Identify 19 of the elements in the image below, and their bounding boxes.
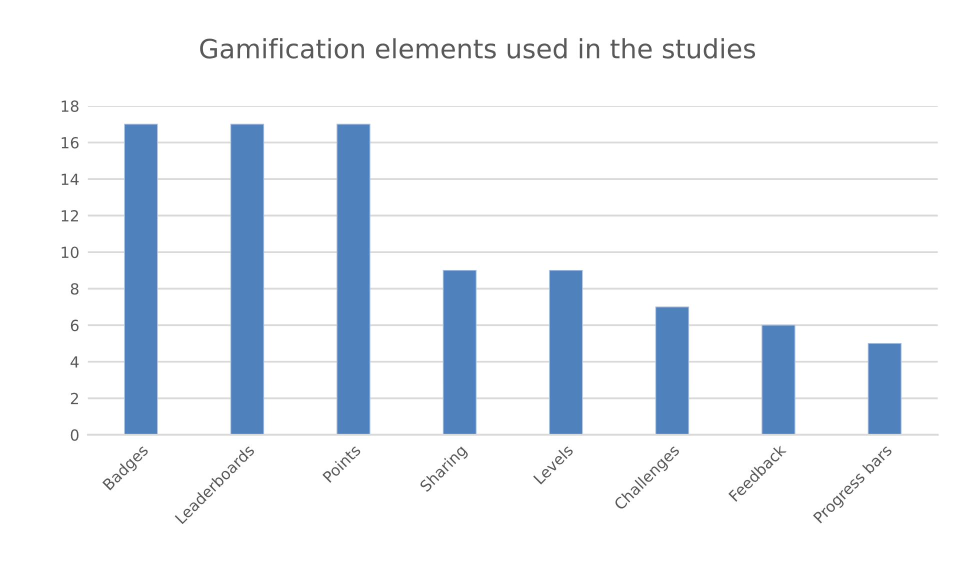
- bar: [549, 270, 583, 435]
- bar: [868, 343, 902, 435]
- y-tick-label: 12: [62, 210, 78, 222]
- y-tick-label: 18: [62, 100, 78, 112]
- bar: [655, 306, 690, 435]
- bar: [124, 124, 158, 435]
- y-tick-label: 14: [62, 174, 79, 185]
- y-tick-label: 2: [70, 392, 78, 404]
- y-tick-label: 6: [70, 320, 79, 332]
- chart-title: Gamification elements used in the studies: [200, 38, 756, 59]
- y-tick-label: 16: [62, 136, 79, 149]
- bar: [336, 124, 370, 435]
- y-tick-label: 8: [70, 283, 78, 295]
- y-tick-label: 4: [70, 356, 79, 368]
- bar: [442, 270, 477, 435]
- bar: [230, 124, 264, 435]
- y-tick-label: 0: [70, 429, 79, 441]
- bar: [762, 324, 796, 435]
- y-tick-label: 10: [62, 246, 79, 258]
